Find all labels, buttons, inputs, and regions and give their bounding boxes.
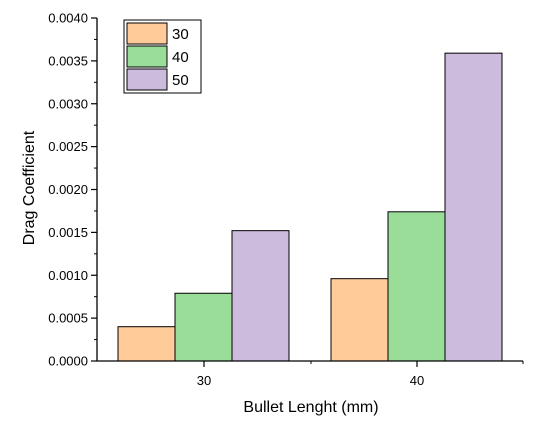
y-ticks-group: 0.0000 0.0005 0.0010 0.0015 0.0020 0.0025 0.00… <box>48 11 97 369</box>
y-tick-label: 0.0005 <box>48 311 88 326</box>
y-axis-title: Drag Coefficient <box>21 130 38 245</box>
bar-30-40 <box>330 278 389 362</box>
x-tick-label: 40 <box>410 373 424 388</box>
y-tick-label: 0.0010 <box>48 268 88 283</box>
legend: 30 40 50 <box>123 19 202 94</box>
bars-group <box>117 52 503 362</box>
legend-swatch-50 <box>126 68 168 91</box>
bar-50-40 <box>444 52 503 362</box>
y-tick-label: 0.0030 <box>48 96 88 111</box>
legend-swatch-40 <box>126 45 168 68</box>
x-tick-label: 30 <box>197 373 211 388</box>
y-tick-label: 0.0040 <box>48 11 88 26</box>
bar-30-30 <box>117 326 176 362</box>
bar-40-40 <box>387 211 446 362</box>
y-tick-label: 0.0020 <box>48 182 88 197</box>
y-tick-label: 0.0025 <box>48 139 88 154</box>
bar-50-30 <box>231 230 290 362</box>
x-axis-title: Bullet Lenght (mm) <box>243 399 378 416</box>
y-tick-label: 0.0015 <box>48 225 88 240</box>
legend-label-30: 30 <box>172 26 189 43</box>
x-ticks-group: 30 40 <box>197 361 524 388</box>
legend-label-50: 50 <box>172 72 189 89</box>
y-tick-label: 0.0000 <box>48 354 88 369</box>
legend-swatch-30 <box>126 22 168 45</box>
bar-40-30 <box>174 292 233 362</box>
y-tick-label: 0.0035 <box>48 53 88 68</box>
legend-label-40: 40 <box>172 49 189 66</box>
